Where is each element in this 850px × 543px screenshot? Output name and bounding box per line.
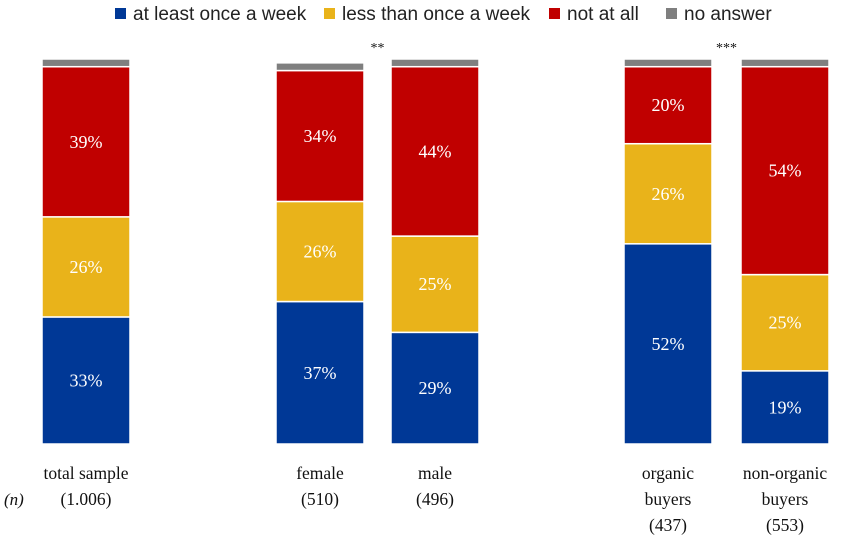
category-label: buyers [762, 489, 809, 509]
data-label: 54% [769, 161, 802, 181]
bar-segment-less-than-once-a-week-1 [41, 216, 131, 318]
bar-segment-not-at-all-5 [740, 65, 830, 276]
legend-label: at least once a week [133, 4, 307, 25]
data-label: 25% [769, 313, 802, 333]
data-label: 26% [652, 184, 685, 204]
category-label: (1.006) [60, 489, 111, 509]
data-label: 34% [304, 126, 337, 146]
category-label: (553) [766, 515, 804, 535]
bar-segment-no-answer-4 [623, 58, 713, 68]
bar-segment-no-answer-3 [390, 58, 480, 68]
significance-markers: ** *** [371, 41, 738, 56]
bar-segment-not-at-all-2 [275, 69, 365, 203]
bar-segment-at-least-once-a-week-1 [41, 316, 131, 445]
bar-segment-at-least-once-a-week-5 [740, 370, 830, 445]
category-label: (437) [649, 515, 687, 535]
legend-swatch [549, 8, 560, 19]
category-label: male [418, 463, 452, 483]
data-label: 20% [652, 95, 685, 115]
bar-segment-less-than-once-a-week-3 [390, 235, 480, 334]
data-label: 19% [769, 397, 802, 417]
chart-bars: 33% 26% 39% 37% 26% 34% 29% 25% 44% 52% 26% 20% 19% 2… [41, 58, 830, 445]
bar-segment-no-answer-5 [740, 58, 830, 68]
bar-segment-at-least-once-a-week-3 [390, 331, 480, 445]
bar-segment-not-at-all-3 [390, 65, 480, 237]
data-label: 26% [70, 257, 103, 277]
legend-swatch [115, 8, 126, 19]
category-label: (510) [301, 489, 339, 509]
bar-segment-less-than-once-a-week-2 [275, 200, 365, 303]
category-labels: total sample (1.006) female (510) male (496) o… [43, 463, 827, 535]
category-label: total sample [43, 463, 128, 483]
bar-segment-not-at-all-4 [623, 65, 713, 145]
data-label: 26% [304, 242, 337, 262]
data-label: 29% [419, 378, 452, 398]
bar-segment-no-answer-2 [275, 62, 365, 72]
category-label: female [296, 463, 344, 483]
category-label: organic [642, 463, 694, 483]
n-label: (n) [4, 490, 24, 509]
data-label: 33% [70, 370, 103, 390]
chart-legend: at least once a week less than once a wee… [115, 4, 772, 25]
category-label: (496) [416, 489, 454, 509]
data-label: 52% [652, 334, 685, 354]
data-label: 39% [70, 132, 103, 152]
bar-segment-less-than-once-a-week-4 [623, 142, 713, 245]
legend-label: not at all [567, 4, 639, 25]
data-label: 37% [304, 363, 337, 383]
data-label: 25% [419, 274, 452, 294]
category-label: buyers [645, 489, 692, 509]
data-label: 44% [419, 141, 452, 161]
bar-segment-no-answer-1 [41, 58, 131, 68]
significance-marker: ** [371, 41, 385, 56]
category-label: non-organic [743, 463, 827, 483]
bar-segment-at-least-once-a-week-2 [275, 300, 365, 445]
legend-label: no answer [684, 4, 772, 25]
legend-swatch [324, 8, 335, 19]
legend-swatch [666, 8, 677, 19]
bar-segment-at-least-once-a-week-4 [623, 243, 713, 445]
significance-marker: *** [716, 41, 737, 56]
legend-label: less than once a week [342, 4, 531, 25]
